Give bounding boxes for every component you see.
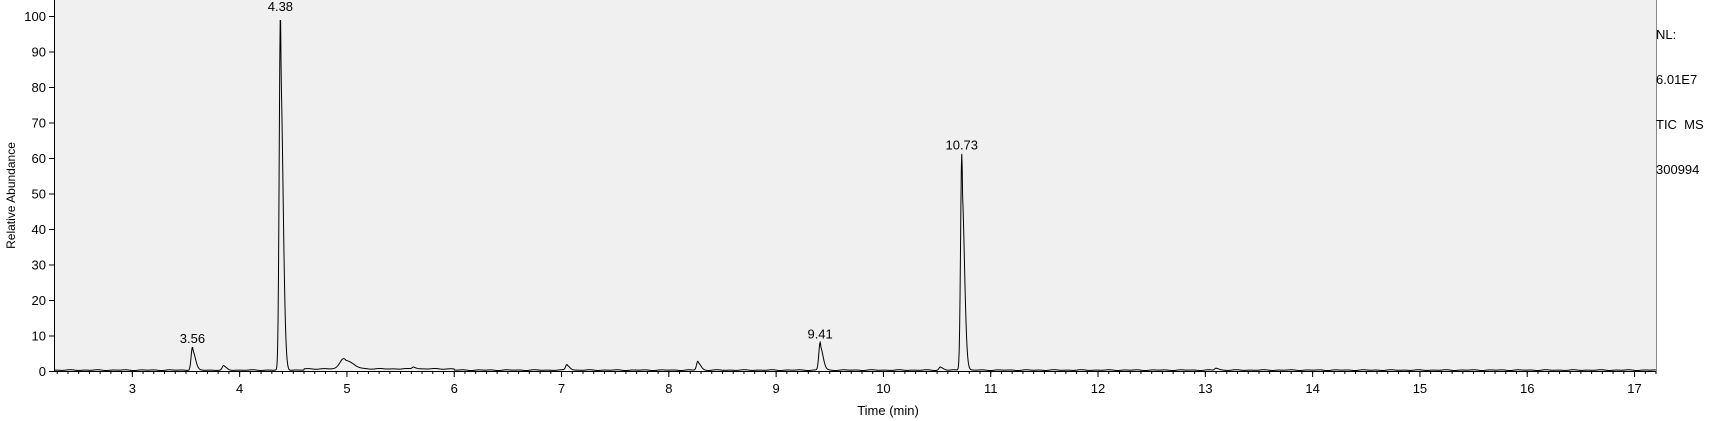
y-tick-label: 80 — [32, 80, 46, 95]
peak-label: 4.38 — [268, 0, 293, 14]
y-axis-title: Relative Abundance — [4, 142, 18, 249]
x-tick-label: 11 — [984, 381, 998, 396]
x-tick-label: 13 — [1198, 381, 1212, 396]
peak-label: 10.73 — [945, 137, 978, 152]
y-tick-label: 100 — [24, 9, 46, 24]
plot-area — [54, 0, 1656, 371]
scan-filter: TIC MS — [1656, 117, 1704, 132]
x-tick-label: 8 — [665, 381, 672, 396]
x-tick-label: 6 — [451, 381, 458, 396]
trace-info-panel: NL: 6.01E7 TIC MS 300994 — [1656, 0, 1704, 192]
y-tick-label: 50 — [32, 187, 46, 202]
y-tick-label: 10 — [32, 329, 46, 344]
x-tick-label: 14 — [1305, 381, 1319, 396]
sample-name: 300994 — [1656, 162, 1700, 177]
y-tick-label: 20 — [32, 293, 46, 308]
y-tick-label: 40 — [32, 222, 46, 237]
peak-label: 9.41 — [807, 326, 832, 341]
x-tick-label: 17 — [1627, 381, 1641, 396]
x-tick-label: 9 — [773, 381, 780, 396]
y-tick-label: 0 — [39, 364, 46, 379]
x-tick-label: 12 — [1091, 381, 1105, 396]
y-tick-label: 30 — [32, 258, 46, 273]
x-tick-label: 10 — [876, 381, 890, 396]
nl-label: NL: — [1656, 27, 1677, 42]
y-axis-ticks: 0 10 20 30 40 50 60 70 80 90 100 — [24, 9, 54, 379]
x-tick-label: 5 — [343, 381, 350, 396]
x-tick-label: 4 — [236, 381, 243, 396]
x-axis-title: Time (min) — [857, 403, 919, 418]
y-tick-label: 90 — [32, 45, 46, 60]
x-tick-label: 15 — [1413, 381, 1427, 396]
x-tick-label: 16 — [1520, 381, 1534, 396]
x-tick-label: 7 — [558, 381, 565, 396]
chromatogram-trace — [53, 20, 1656, 372]
nl-value: 6.01E7 — [1656, 72, 1698, 87]
y-tick-label: 60 — [32, 151, 46, 166]
y-tick-label: 70 — [32, 116, 46, 131]
x-axis-ticks: 3 4 5 6 7 8 9 10 11 12 13 14 15 16 17 — [129, 371, 1642, 396]
peak-labels: 3.56 4.38 9.41 10.73 — [180, 0, 978, 346]
x-tick-label: 3 — [129, 381, 136, 396]
peak-label: 3.56 — [180, 331, 205, 346]
